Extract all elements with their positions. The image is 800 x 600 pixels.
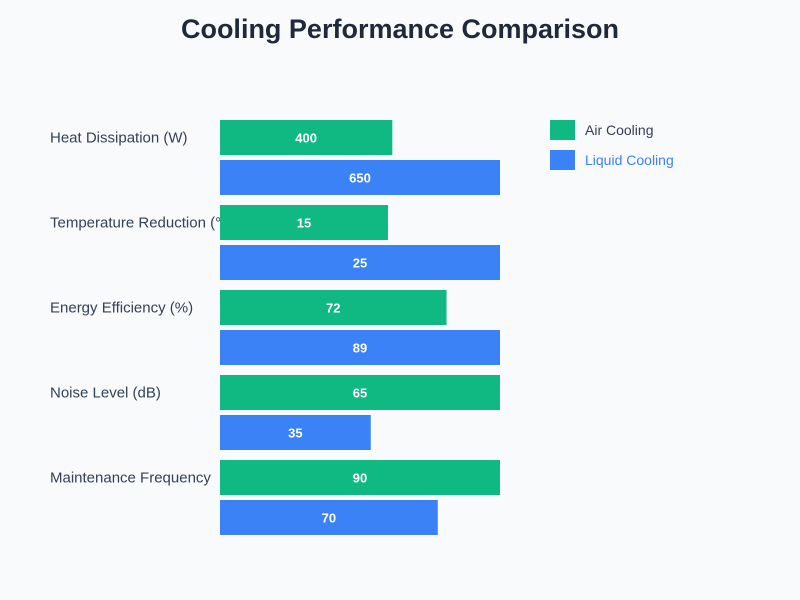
- bar-value-air-cooling-temperature-reduction-c: 15: [297, 216, 311, 231]
- bar-value-liquid-cooling-heat-dissipation-w: 650: [349, 171, 371, 186]
- legend-swatch-liquid-cooling: [550, 150, 575, 170]
- bar-air-cooling-energy-efficiency[interactable]: [220, 290, 447, 325]
- bar-liquid-cooling-maintenance-frequency[interactable]: [220, 500, 438, 535]
- bar-air-cooling-temperature-reduction-c[interactable]: [220, 205, 388, 240]
- category-label-energy-efficiency: Energy Efficiency (%): [50, 300, 193, 317]
- legend: Air Cooling Liquid Cooling: [550, 120, 674, 180]
- legend-swatch-air-cooling: [550, 120, 575, 140]
- legend-label-air-cooling: Air Cooling: [585, 122, 654, 138]
- bar-value-air-cooling-noise-level-db: 65: [353, 386, 367, 401]
- chart-title: Cooling Performance Comparison: [180, 14, 620, 44]
- category-label-noise-level-db: Noise Level (dB): [50, 385, 161, 402]
- bar-air-cooling-heat-dissipation-w[interactable]: [220, 120, 393, 155]
- legend-label-liquid-cooling: Liquid Cooling: [585, 152, 674, 168]
- bar-value-liquid-cooling-energy-efficiency: 89: [353, 341, 367, 356]
- category-label-maintenance-frequency: Maintenance Frequency: [50, 470, 211, 487]
- legend-item-air-cooling[interactable]: Air Cooling: [550, 120, 674, 140]
- bar-value-liquid-cooling-maintenance-frequency: 70: [322, 511, 336, 526]
- bar-value-air-cooling-energy-efficiency: 72: [326, 301, 340, 316]
- legend-item-liquid-cooling[interactable]: Liquid Cooling: [550, 150, 674, 170]
- bar-liquid-cooling-heat-dissipation-w[interactable]: [220, 160, 500, 195]
- category-label-temperature-reduction-c: Temperature Reduction (°C): [50, 215, 237, 232]
- bar-value-liquid-cooling-temperature-reduction-c: 25: [353, 256, 367, 271]
- bar-air-cooling-noise-level-db[interactable]: [220, 375, 500, 410]
- bar-value-liquid-cooling-noise-level-db: 35: [288, 426, 302, 441]
- bar-value-air-cooling-maintenance-frequency: 90: [353, 471, 367, 486]
- bar-liquid-cooling-noise-level-db[interactable]: [220, 415, 371, 450]
- bar-liquid-cooling-temperature-reduction-c[interactable]: [220, 245, 500, 280]
- bar-value-air-cooling-heat-dissipation-w: 400: [295, 131, 317, 146]
- bar-liquid-cooling-energy-efficiency[interactable]: [220, 330, 500, 365]
- bar-air-cooling-maintenance-frequency[interactable]: [220, 460, 500, 495]
- category-label-heat-dissipation-w: Heat Dissipation (W): [50, 130, 188, 147]
